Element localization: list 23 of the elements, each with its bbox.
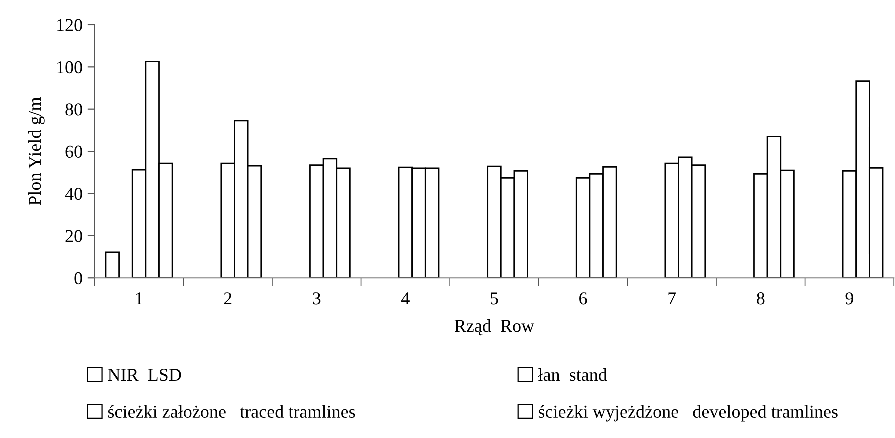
bar	[105, 252, 120, 278]
y-axis-title: Plon Yield g/m	[28, 97, 45, 206]
y-tick-label: 100	[58, 61, 82, 74]
y-tick-label: 20	[66, 230, 82, 242]
legend-label: NIR LSD	[108, 369, 182, 382]
x-tick-label: 7	[668, 292, 676, 305]
legend-label: łan stand	[538, 368, 608, 382]
legend-label: ścieżki wyjeżdżone developed tramlines	[538, 405, 838, 422]
y-tick-label: 60	[66, 146, 82, 158]
y-tick-label: 80	[66, 104, 82, 116]
y-tick-label: 40	[65, 188, 82, 200]
x-axis-title: Rząd Row	[454, 320, 535, 336]
x-tick-label: 8	[757, 292, 765, 305]
x-tick-label: 5	[491, 292, 498, 305]
x-tick-label: 2	[224, 292, 232, 305]
x-tick-label: 3	[313, 292, 321, 305]
legend-label: ścieżki założone traced tramlines	[108, 405, 356, 418]
x-tick-label: 6	[580, 292, 588, 305]
y-tick-label: 0	[74, 272, 82, 285]
x-tick-label: 1	[136, 292, 143, 305]
x-tick-label: 4	[402, 292, 410, 305]
y-tick-label: 120	[58, 19, 82, 32]
x-tick-label: 9	[846, 292, 854, 305]
